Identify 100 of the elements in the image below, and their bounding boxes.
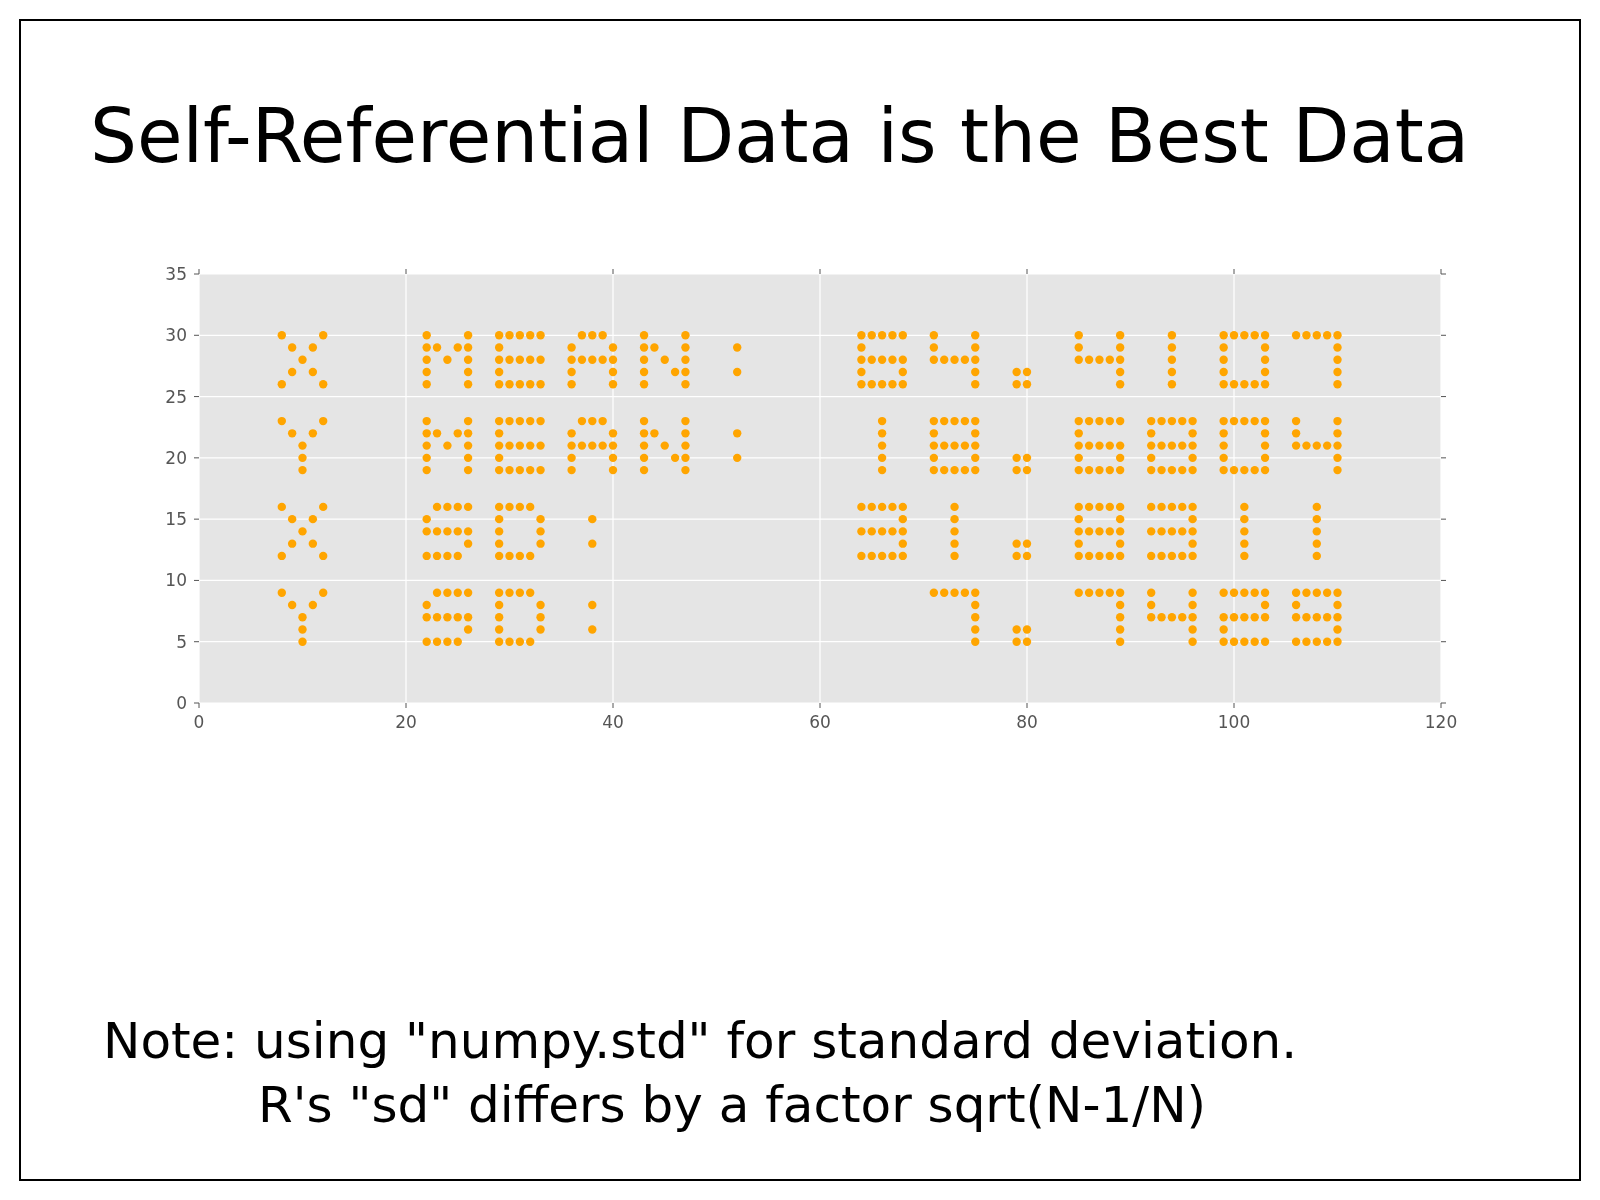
point — [877, 380, 887, 389]
point — [308, 600, 318, 610]
point — [1291, 331, 1301, 340]
point — [1147, 465, 1156, 475]
point — [1084, 355, 1094, 364]
point — [1240, 331, 1249, 340]
point — [1095, 551, 1104, 561]
point — [515, 331, 525, 340]
point — [494, 429, 504, 438]
point — [598, 331, 607, 340]
point — [1260, 367, 1270, 377]
point — [494, 331, 504, 340]
point — [1219, 637, 1228, 646]
point — [494, 600, 504, 610]
y-tick-label: 15 — [165, 509, 187, 530]
text: Note: using "numpy.std" for standard deviation. — [103, 1012, 1298, 1070]
point — [536, 514, 545, 524]
point — [463, 331, 473, 340]
point — [1333, 441, 1342, 450]
point — [494, 514, 504, 524]
point — [608, 343, 618, 352]
point — [857, 331, 866, 340]
point — [1147, 600, 1156, 610]
point — [971, 465, 980, 475]
point — [898, 367, 907, 377]
point — [505, 637, 514, 646]
point — [929, 429, 939, 438]
point — [1095, 465, 1104, 475]
point — [681, 465, 690, 475]
point — [1178, 416, 1187, 426]
point — [639, 441, 649, 450]
point — [888, 502, 897, 512]
y-tick-label: 5 — [176, 631, 187, 652]
point — [494, 453, 504, 463]
point — [432, 429, 442, 438]
point — [1147, 502, 1156, 512]
point — [1219, 613, 1228, 622]
point — [971, 600, 980, 610]
point — [1291, 637, 1301, 646]
point — [1260, 355, 1270, 364]
point — [1188, 429, 1197, 438]
point — [422, 465, 431, 475]
point — [1322, 613, 1332, 622]
point — [1105, 441, 1114, 450]
point — [1157, 527, 1166, 536]
point — [443, 551, 452, 561]
point — [526, 416, 535, 426]
point — [660, 355, 669, 364]
point — [598, 416, 607, 426]
point — [1115, 613, 1125, 622]
point — [1219, 416, 1228, 426]
point — [443, 527, 452, 536]
point — [526, 637, 535, 646]
point — [463, 343, 473, 352]
point — [308, 514, 318, 524]
point — [567, 380, 576, 389]
point — [1074, 355, 1083, 364]
point — [1012, 380, 1021, 389]
point — [1115, 600, 1125, 610]
point — [608, 465, 618, 475]
point — [577, 416, 587, 426]
point — [681, 343, 690, 352]
point — [1312, 527, 1321, 536]
point — [1167, 551, 1177, 561]
point — [463, 355, 473, 364]
point — [1095, 441, 1104, 450]
point — [1167, 441, 1177, 450]
point — [453, 551, 462, 561]
point — [1250, 416, 1259, 426]
point — [898, 331, 907, 340]
point — [1188, 453, 1197, 463]
point — [515, 416, 525, 426]
point — [1147, 429, 1156, 438]
point — [971, 343, 980, 352]
point — [1229, 588, 1239, 597]
y-tick-label: 20 — [165, 447, 187, 468]
point — [422, 514, 431, 524]
point — [526, 380, 535, 389]
point — [1115, 416, 1125, 426]
point — [639, 331, 649, 340]
point — [432, 343, 442, 352]
point — [1229, 613, 1239, 622]
point — [1240, 380, 1249, 389]
point — [319, 380, 328, 389]
point — [1302, 613, 1311, 622]
point — [888, 551, 897, 561]
point — [670, 453, 680, 463]
point — [1167, 465, 1177, 475]
point — [515, 380, 525, 389]
point — [1312, 613, 1321, 622]
point — [1178, 441, 1187, 450]
point — [1095, 588, 1104, 597]
point — [567, 355, 576, 364]
point — [1095, 416, 1104, 426]
point — [1157, 613, 1166, 622]
point — [877, 453, 887, 463]
point — [1105, 355, 1114, 364]
x-tick-label: 0 — [193, 712, 205, 732]
point — [287, 514, 297, 524]
point — [639, 367, 649, 377]
